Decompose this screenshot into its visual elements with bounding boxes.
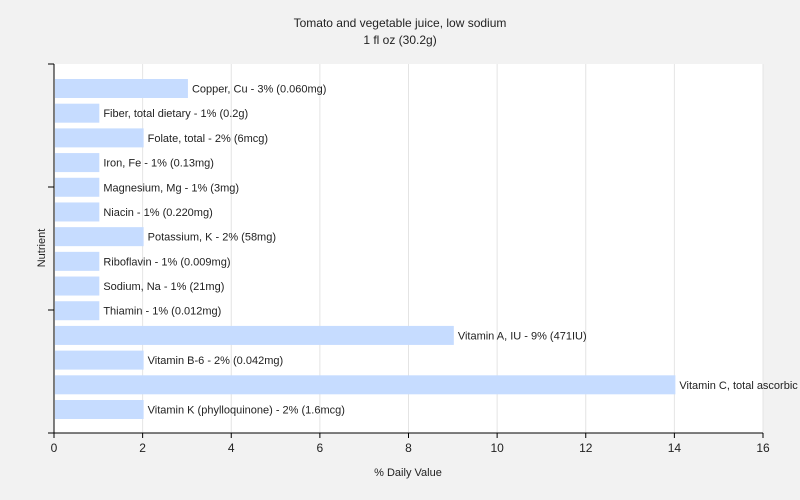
bar-label-4: Magnesium, Mg - 1% (3mg) [103,182,239,194]
x-tick-label-2: 4 [228,441,235,455]
bar-9 [55,301,100,321]
bar-label-10: Vitamin A, IU - 9% (471IU) [458,330,587,342]
x-tick-label-1: 2 [139,441,146,455]
bar-10 [55,325,454,345]
bar-11 [55,350,144,370]
bar-label-3: Iron, Fe - 1% (0.13mg) [103,158,214,170]
bar-label-5: Niacin - 1% (0.220mg) [103,207,212,219]
bar-12 [55,375,676,395]
y-axis-title: Nutrient [36,229,48,268]
chart-subtitle: 1 fl oz (30.2g) [363,33,436,47]
x-tick-label-0: 0 [51,441,58,455]
x-tick-label-3: 6 [317,441,324,455]
bar-5 [55,202,100,222]
bar-1 [55,103,100,123]
bar-label-13: Vitamin K (phylloquinone) - 2% (1.6mcg) [148,405,345,417]
bar-3 [55,153,100,173]
bar-label-7: Riboflavin - 1% (0.009mg) [103,256,230,268]
x-axis-ticks: 0 2 4 6 8 10 12 14 16 [51,433,770,455]
bar-label-1: Fiber, total dietary - 1% (0.2g) [103,108,248,120]
bar-label-9: Thiamin - 1% (0.012mg) [103,306,221,318]
bars: Copper, Cu - 3% (0.060mg) Fiber, total di… [55,79,800,419]
chart-title: Tomato and vegetable juice, low sodium [294,16,507,30]
x-tick-label-6: 12 [579,441,593,455]
bar-7 [55,251,100,271]
bar-label-12: Vitamin C, total ascorbic acid - 14% (8.… [679,380,800,392]
bar-label-11: Vitamin B-6 - 2% (0.042mg) [148,355,284,367]
bar-label-8: Sodium, Na - 1% (21mg) [103,281,224,293]
bar-label-2: Folate, total - 2% (6mcg) [148,133,268,145]
bar-13 [55,400,144,419]
bar-0 [55,79,188,98]
bar-4 [55,177,100,197]
bar-2 [55,128,144,148]
x-axis-title: % Daily Value [374,467,442,479]
y-axis-ticks [48,63,54,434]
x-tick-label-4: 8 [405,441,412,455]
bar-label-6: Potassium, K - 2% (58mg) [148,232,276,244]
x-tick-label-7: 14 [668,441,682,455]
bar-label-0: Copper, Cu - 3% (0.060mg) [192,84,327,96]
bar-6 [55,227,144,247]
bar-8 [55,276,100,296]
x-tick-label-8: 16 [756,441,770,455]
grid-lines [142,64,764,433]
x-tick-label-5: 10 [490,441,504,455]
